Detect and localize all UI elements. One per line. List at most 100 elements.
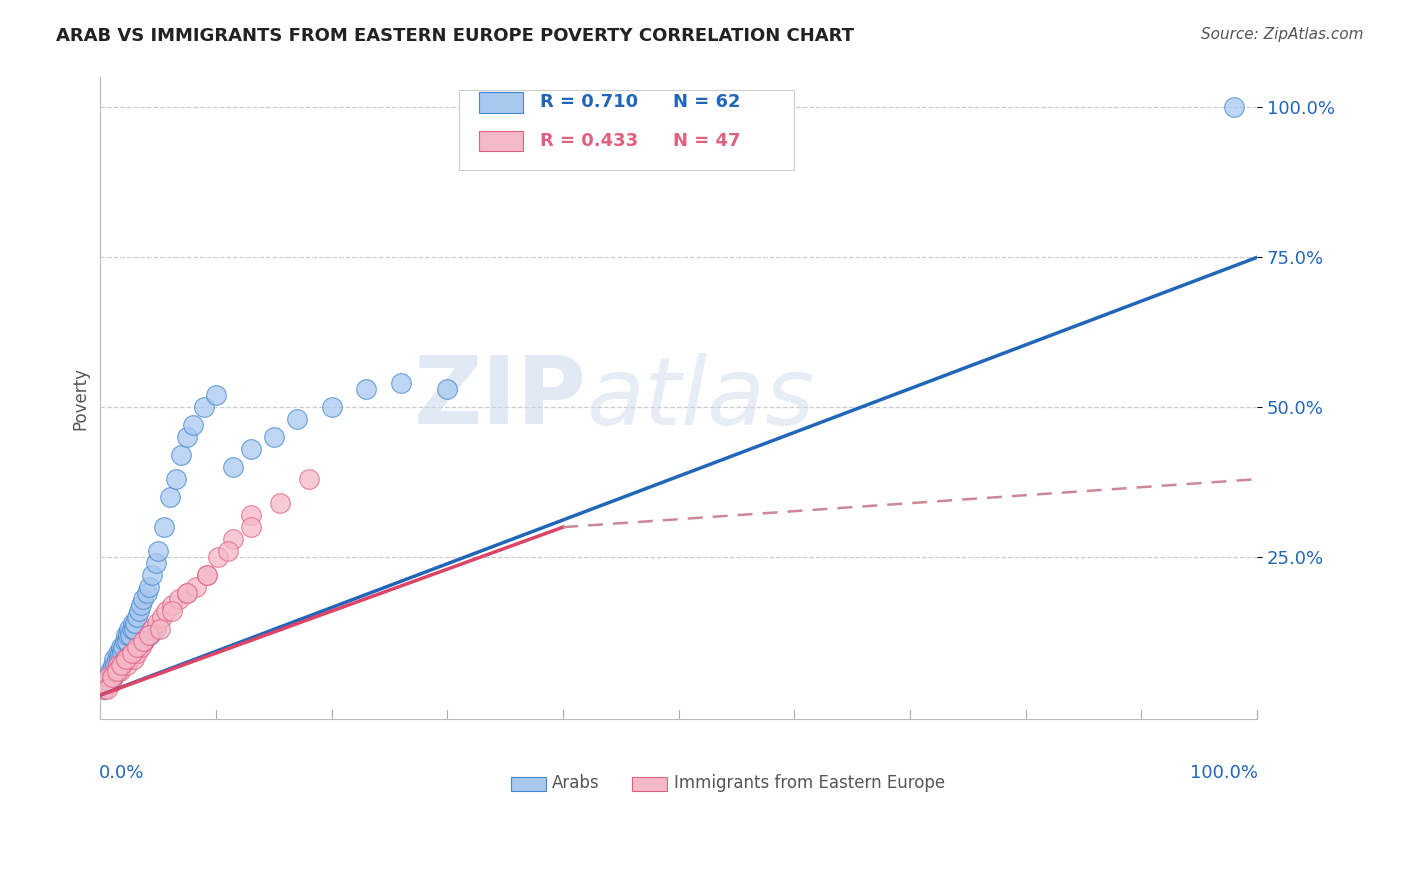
- Point: [176, 586, 198, 600]
- Text: R = 0.710: R = 0.710: [540, 94, 638, 112]
- Point: [145, 622, 167, 636]
- Point: [101, 658, 124, 673]
- Point: [97, 676, 120, 690]
- Point: [121, 646, 143, 660]
- Point: [285, 412, 308, 426]
- Point: [155, 604, 177, 618]
- Point: [186, 580, 208, 594]
- Point: [100, 676, 122, 690]
- Text: 0.0%: 0.0%: [100, 764, 145, 782]
- Point: [356, 382, 378, 396]
- Point: [134, 634, 156, 648]
- Point: [118, 652, 141, 666]
- Point: [181, 418, 204, 433]
- Point: [115, 652, 138, 666]
- Point: [121, 616, 143, 631]
- Point: [139, 628, 162, 642]
- Point: [108, 664, 131, 678]
- Text: Immigrants from Eastern Europe: Immigrants from Eastern Europe: [673, 774, 945, 792]
- Point: [124, 616, 146, 631]
- Point: [129, 640, 152, 654]
- Point: [141, 622, 163, 636]
- Point: [321, 401, 343, 415]
- Point: [107, 658, 129, 673]
- Point: [114, 652, 136, 666]
- Point: [170, 448, 193, 462]
- Point: [98, 664, 121, 678]
- Point: [160, 598, 183, 612]
- Point: [145, 556, 167, 570]
- Point: [114, 652, 136, 666]
- Point: [93, 681, 115, 696]
- Point: [122, 622, 145, 636]
- Text: Source: ZipAtlas.com: Source: ZipAtlas.com: [1201, 27, 1364, 42]
- Point: [110, 658, 132, 673]
- Point: [128, 640, 150, 654]
- Point: [193, 401, 215, 415]
- Point: [134, 634, 156, 648]
- Point: [153, 520, 176, 534]
- Point: [121, 646, 143, 660]
- Point: [205, 388, 228, 402]
- Point: [105, 652, 128, 666]
- Point: [132, 592, 155, 607]
- Point: [127, 610, 149, 624]
- Point: [389, 376, 412, 391]
- Point: [120, 628, 142, 642]
- Point: [121, 622, 143, 636]
- Point: [94, 676, 117, 690]
- Point: [121, 646, 143, 660]
- Point: [159, 490, 181, 504]
- Point: [222, 460, 245, 475]
- Point: [138, 580, 160, 594]
- Point: [107, 646, 129, 660]
- Point: [436, 382, 458, 396]
- Point: [146, 616, 169, 631]
- Point: [111, 658, 134, 673]
- Point: [105, 664, 128, 678]
- Text: R = 0.433: R = 0.433: [540, 132, 638, 150]
- Text: ZIP: ZIP: [413, 352, 586, 444]
- Point: [94, 676, 117, 690]
- Point: [149, 622, 172, 636]
- FancyBboxPatch shape: [478, 92, 523, 112]
- Point: [127, 646, 149, 660]
- Point: [195, 568, 218, 582]
- Point: [195, 568, 218, 582]
- Point: [114, 634, 136, 648]
- Point: [117, 628, 139, 642]
- Text: N = 62: N = 62: [673, 94, 741, 112]
- Point: [207, 550, 229, 565]
- Text: Arabs: Arabs: [551, 774, 599, 792]
- Point: [239, 508, 262, 523]
- Point: [97, 670, 120, 684]
- Point: [115, 634, 138, 648]
- Point: [176, 430, 198, 444]
- Point: [112, 640, 135, 654]
- Point: [101, 670, 124, 684]
- Point: [96, 681, 118, 696]
- Point: [101, 670, 124, 684]
- Point: [111, 658, 134, 673]
- Point: [150, 610, 173, 624]
- Point: [297, 472, 319, 486]
- Point: [176, 586, 198, 600]
- Point: [101, 664, 124, 678]
- Text: 100.0%: 100.0%: [1191, 764, 1258, 782]
- Point: [135, 586, 157, 600]
- Point: [115, 658, 138, 673]
- Y-axis label: Poverty: Poverty: [72, 367, 89, 430]
- Point: [160, 604, 183, 618]
- Point: [127, 640, 149, 654]
- Point: [128, 604, 150, 618]
- Point: [167, 592, 190, 607]
- Point: [103, 652, 125, 666]
- Point: [108, 652, 131, 666]
- Point: [96, 670, 118, 684]
- Point: [100, 670, 122, 684]
- Point: [239, 442, 262, 457]
- FancyBboxPatch shape: [633, 777, 666, 791]
- Point: [148, 544, 170, 558]
- FancyBboxPatch shape: [458, 90, 794, 170]
- FancyBboxPatch shape: [510, 777, 546, 791]
